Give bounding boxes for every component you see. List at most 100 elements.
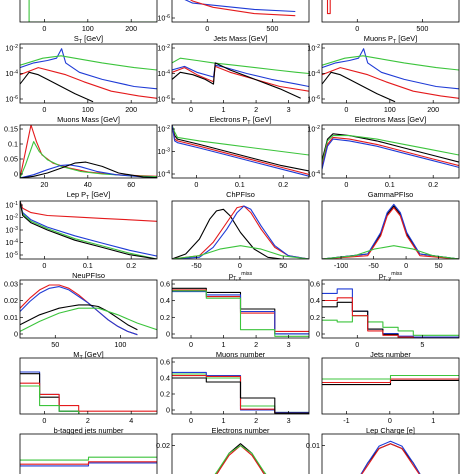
y-tick-label: 0 — [166, 330, 170, 339]
series-line-blue — [172, 125, 309, 177]
y-tick-label: 10-4 — [157, 69, 170, 78]
y-tick-label: 0.2 — [310, 313, 320, 322]
plot-area — [20, 456, 157, 467]
series-line-blue — [20, 371, 157, 414]
axes-frame — [171, 0, 310, 23]
series-line-red — [20, 125, 157, 178]
series-line-green — [322, 374, 459, 380]
y-tick-label: 10-2 — [5, 213, 18, 222]
series-line-green — [20, 201, 157, 259]
plot-area — [20, 125, 157, 178]
y-tick-label: 0.15 — [4, 125, 18, 134]
axes-frame — [321, 0, 460, 23]
x-tick-label: 0 — [42, 24, 46, 33]
y-tick-label: 0 — [166, 406, 170, 415]
series-line-blue — [20, 201, 157, 257]
series-line-blue — [322, 288, 459, 338]
plot-area — [172, 371, 309, 414]
axes-frame — [321, 433, 460, 474]
x-tick-label: 0.1 — [385, 180, 395, 189]
panel-p60 — [19, 433, 158, 474]
series-line-black — [172, 377, 309, 414]
series-line-blue — [322, 203, 459, 259]
panel-p50: 0 2 4 b-tagged jets number — [19, 357, 158, 435]
y-tick-label: 0.6 — [160, 358, 170, 367]
series-line-black — [20, 161, 157, 178]
x-tick-label: 2 — [254, 416, 258, 425]
x-tick-label: 0.1 — [235, 180, 245, 189]
x-tick-label: 100 — [82, 105, 94, 114]
y-tick-label: 10-4 — [307, 170, 320, 179]
x-tick-label: 4 — [129, 416, 133, 425]
series-line-red — [322, 136, 459, 168]
series-line-green — [20, 456, 157, 461]
y-tick-label: 10-6 — [157, 95, 170, 104]
series-line-green — [172, 125, 309, 156]
panel-p20: 20 40 60 0.15 0.1 0.05 0 Lep PT [GeV] — [4, 125, 158, 201]
plot-area — [20, 284, 157, 336]
series-line-black — [216, 443, 265, 474]
panel-p42: 0 5 0.6 0.4 0.2 0 Jets number — [310, 280, 460, 359]
series-line-red — [189, 0, 296, 17]
plot-area — [184, 0, 296, 17]
panel-p12: 0 100 200 10-2 10-4 10-6 Electrons Mass [GeV] — [307, 44, 460, 124]
x-axis-label: pT, xmiss — [229, 271, 253, 282]
x-tick-label: -1 — [343, 416, 349, 425]
series-line-red — [20, 201, 157, 222]
y-tick-label: 0.1 — [8, 140, 18, 149]
series-line-green — [20, 55, 157, 71]
series-line-green — [214, 445, 267, 474]
series-line-black — [172, 208, 282, 259]
y-tick-label: 0 — [316, 330, 320, 339]
x-axis-label: Electrons Mass [GeV] — [355, 115, 426, 124]
panel-p22: 0 0.1 0.2 10-2 10-4 GammaPFIso — [307, 125, 460, 199]
y-tick-label: 10-4 — [307, 69, 320, 78]
plot-area — [20, 201, 157, 259]
series-line-blue — [20, 286, 138, 336]
plot-area — [322, 48, 459, 103]
series-line-green — [322, 245, 459, 259]
plot-area — [172, 125, 309, 177]
y-tick-label: 10-2 — [307, 125, 320, 134]
series-line-red — [20, 382, 157, 412]
y-tick-label: 10-4 — [5, 238, 18, 247]
y-tick-label: 0.01 — [4, 313, 18, 322]
axes-frame — [321, 357, 460, 415]
axes-frame — [171, 433, 310, 474]
y-tick-label: 10-2 — [157, 125, 170, 134]
x-axis-label: MT [GeV] — [73, 350, 103, 361]
x-tick-label: 3 — [287, 416, 291, 425]
x-tick-label: 20 — [40, 180, 48, 189]
x-tick-label: 0 — [189, 105, 193, 114]
y-tick-label: 0 — [14, 330, 18, 339]
y-tick-label: 10-1 — [5, 201, 18, 210]
series-line-red — [20, 67, 157, 99]
y-tick-label: 10-6 — [157, 14, 170, 23]
panel-p52: -1 0 1 Lep Charge [e] — [321, 357, 460, 435]
axes-frame — [19, 43, 158, 104]
plot-area — [322, 203, 459, 259]
series-line-red — [20, 461, 157, 465]
x-tick-label: 2 — [254, 105, 258, 114]
y-tick-label: 0.02 — [156, 441, 170, 450]
plot-area — [360, 440, 421, 474]
series-line-black — [20, 201, 157, 259]
axes-frame — [171, 124, 310, 179]
panel-p31: -50 0 50 pT, xmiss — [171, 200, 310, 282]
x-tick-label: 0 — [42, 105, 46, 114]
y-tick-label: 0.6 — [160, 280, 170, 289]
panel-p41: 0 1 2 3 0.6 0.4 0.2 0 Muons number — [160, 280, 310, 359]
x-tick-label: 3 — [287, 340, 291, 349]
plot-area — [326, 0, 331, 15]
x-tick-label: -100 — [334, 261, 348, 270]
series-line-blue — [322, 138, 459, 170]
panel-p51: 0 1 2 3 0.6 0.4 0.2 0 Electrons number — [160, 358, 310, 435]
x-tick-label: 200 — [125, 105, 137, 114]
x-tick-label: 0 — [42, 261, 46, 270]
y-tick-label: 10-6 — [5, 95, 18, 104]
x-tick-label: 0 — [355, 340, 359, 349]
x-tick-label: 1 — [222, 340, 226, 349]
y-tick-label: 0.02 — [4, 296, 18, 305]
panel-p21: 0 0.1 0.2 10-2 10-3 10-4 ChPFIso — [157, 124, 310, 199]
x-axis-label: Jets Mass [GeV] — [213, 34, 267, 43]
